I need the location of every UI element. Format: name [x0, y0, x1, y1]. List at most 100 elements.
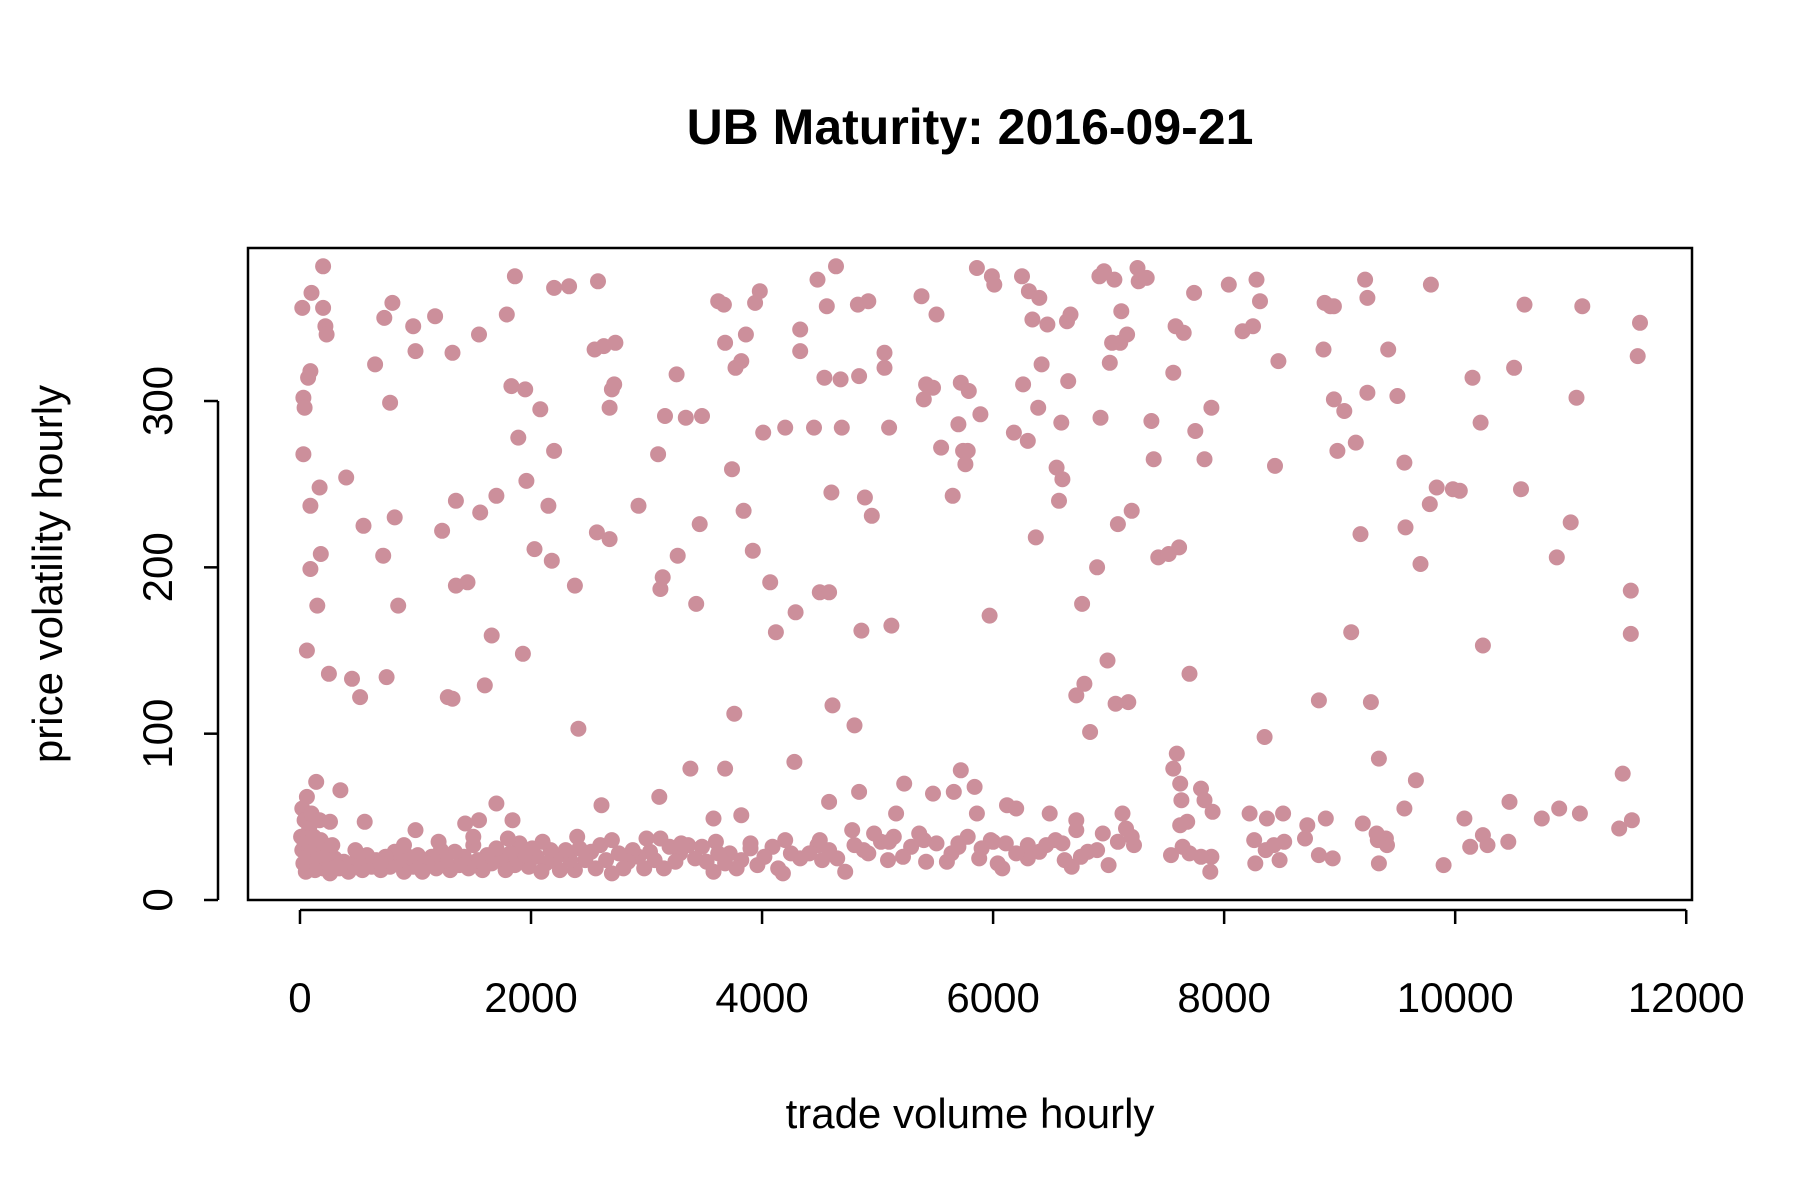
data-point — [971, 850, 988, 867]
data-point — [811, 832, 828, 849]
data-point — [1315, 341, 1332, 358]
data-point — [691, 516, 708, 533]
data-point — [1456, 810, 1473, 827]
data-point — [654, 569, 671, 586]
data-point — [472, 504, 489, 521]
data-point — [677, 409, 694, 426]
data-point — [367, 356, 384, 373]
data-point — [499, 830, 516, 847]
data-point — [651, 788, 668, 805]
data-point — [324, 837, 341, 854]
data-point — [694, 838, 710, 855]
data-point — [1247, 855, 1264, 872]
data-point — [1173, 792, 1190, 809]
data-point — [1362, 694, 1379, 711]
data-point — [986, 276, 1003, 293]
data-point — [295, 446, 312, 463]
y-tick-label: 100 — [134, 699, 181, 769]
data-point — [322, 813, 338, 830]
data-point — [1019, 837, 1036, 854]
data-point — [837, 863, 854, 880]
data-point — [846, 717, 863, 734]
data-point — [744, 542, 761, 559]
data-point — [777, 419, 794, 436]
data-point — [1119, 326, 1136, 343]
data-point — [488, 795, 505, 812]
data-point — [715, 296, 732, 313]
data-point — [510, 429, 527, 446]
data-point — [1174, 838, 1191, 855]
data-point — [320, 665, 337, 682]
data-point — [514, 645, 531, 662]
data-point — [1165, 760, 1182, 777]
data-point — [1074, 595, 1091, 612]
data-point — [1325, 391, 1342, 408]
data-point — [386, 509, 403, 526]
data-point — [1359, 289, 1376, 306]
data-point — [561, 278, 578, 295]
data-point — [434, 522, 451, 539]
data-point — [1024, 311, 1041, 328]
data-point — [968, 260, 985, 276]
data-point — [376, 309, 393, 326]
data-point — [1114, 805, 1131, 822]
data-point — [853, 622, 870, 639]
data-point — [1451, 482, 1468, 499]
data-point — [1548, 549, 1565, 566]
y-tick-label: 200 — [134, 532, 181, 602]
data-point — [925, 785, 941, 802]
data-point — [851, 783, 868, 800]
data-point — [749, 857, 766, 874]
data-point — [1256, 729, 1273, 745]
data-point — [669, 547, 686, 564]
data-point — [1076, 675, 1093, 692]
data-point — [504, 812, 521, 829]
data-point — [1123, 828, 1140, 845]
y-axis-label: price volatility hourly — [24, 385, 71, 763]
data-point — [895, 848, 911, 865]
data-point — [733, 353, 750, 370]
data-point — [1389, 388, 1406, 404]
data-point — [630, 497, 647, 514]
data-point — [498, 306, 515, 323]
data-point — [1109, 516, 1126, 533]
data-point — [1187, 423, 1204, 439]
data-point — [866, 825, 883, 842]
data-point — [724, 461, 740, 478]
data-point — [682, 760, 699, 777]
data-point — [465, 828, 482, 845]
x-tick-label: 12000 — [1628, 974, 1745, 1021]
data-point — [888, 805, 905, 822]
data-point — [989, 855, 1006, 872]
data-point — [471, 812, 487, 829]
data-point — [588, 524, 605, 541]
data-point — [1186, 284, 1203, 301]
data-point — [488, 487, 505, 504]
data-point — [881, 833, 898, 850]
data-point — [1258, 810, 1275, 827]
data-point — [1109, 833, 1126, 850]
data-point — [950, 835, 967, 852]
data-point — [726, 705, 743, 722]
data-point — [705, 810, 722, 827]
data-point — [318, 326, 335, 343]
x-tick-label: 10000 — [1397, 974, 1514, 1021]
data-point — [603, 865, 620, 882]
data-point — [566, 577, 583, 594]
data-point — [945, 783, 962, 800]
data-point — [1267, 457, 1283, 474]
data-point — [1370, 855, 1387, 872]
data-point — [352, 689, 369, 706]
data-point — [1354, 815, 1371, 832]
data-point — [569, 828, 586, 845]
data-point — [918, 853, 935, 870]
data-point — [673, 835, 690, 852]
data-point — [294, 299, 311, 316]
data-point — [1380, 341, 1397, 358]
data-point — [312, 546, 329, 562]
data-point — [338, 469, 355, 486]
data-point — [818, 298, 835, 315]
data-point — [1397, 519, 1414, 536]
data-point — [1094, 825, 1111, 842]
